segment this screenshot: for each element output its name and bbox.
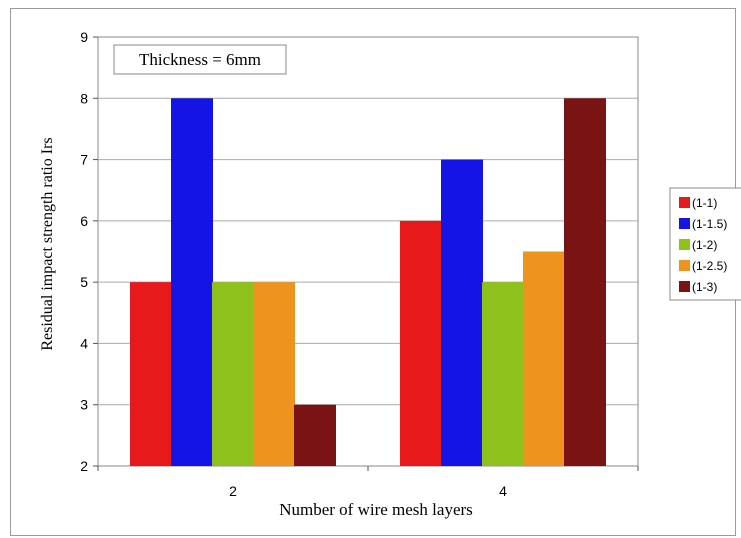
legend-label: (1-2.5) [692,259,727,273]
bar [253,282,295,466]
y-tick-label: 2 [80,458,88,474]
bar [294,404,336,466]
legend-swatch [679,197,690,208]
annotation-box [113,44,287,75]
legend-label: (1-3) [692,280,717,294]
legend-label: (1-1) [692,196,717,210]
y-tick-label: 5 [80,274,88,290]
legend-swatch [679,281,690,292]
y-tick-label: 9 [80,29,88,45]
annotation-text: Thickness = 6mm [139,50,261,69]
bar [441,159,483,467]
bar [212,282,254,466]
bar [400,220,442,466]
x-axis-label-box [250,495,501,522]
y-tick-label: 4 [80,335,88,351]
x-tick-label: 4 [499,483,507,499]
bar [564,98,606,467]
x-tick-label: 2 [229,483,237,499]
bar [523,251,565,466]
bars [130,98,606,467]
bar [482,282,524,466]
legend: (1-1) (1-1.5) (1-2) (1-2.5) (1-3) [679,196,727,294]
y-tick-label: 3 [80,397,88,413]
y-tick-label: 7 [80,152,88,168]
legend-swatch [679,260,690,271]
y-tick-label: 8 [80,90,88,106]
y-tick-label: 6 [80,213,88,229]
legend-swatch [679,239,690,250]
legend-swatch [679,218,690,229]
bar [130,282,172,466]
legend-label: (1-1.5) [692,217,727,231]
legend-label: (1-2) [692,238,717,252]
y-axis-ticks: 2 3 4 5 6 7 8 9 [80,29,98,474]
y-axis-label: Residual impact strength ratio Irs [39,137,56,350]
bar [171,98,213,467]
x-axis-label: Number of wire mesh layers [279,500,473,519]
